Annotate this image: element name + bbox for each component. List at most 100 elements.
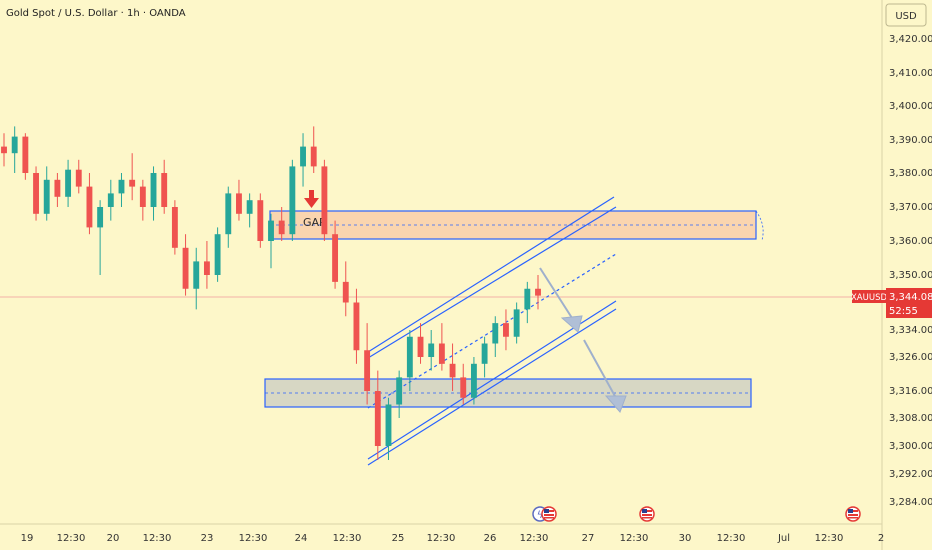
- time-axis-ticks: 19 12:30 20 12:30 23 12:30 24 12:30 25 12:30 26 12:…: [21, 533, 885, 544]
- candle-body: [161, 173, 168, 207]
- candle: [257, 193, 264, 248]
- x-tick-label: 12:30: [57, 533, 86, 544]
- candle: [236, 179, 242, 221]
- candle-body: [428, 343, 435, 357]
- candle: [22, 133, 29, 180]
- y-tick-label: 3,308.000: [889, 413, 932, 424]
- gap-zone[interactable]: [269, 210, 764, 241]
- price-axis[interactable]: [882, 0, 932, 550]
- candle: [161, 159, 168, 214]
- candle: [321, 159, 328, 241]
- y-tick-label: 3,316.000: [889, 386, 932, 397]
- candle: [460, 363, 467, 405]
- x-tick-label: 12:30: [427, 533, 456, 544]
- candle-body: [513, 309, 520, 337]
- currency-button[interactable]: USD: [885, 3, 927, 27]
- candle: [470, 357, 477, 405]
- svg-text:ϟ: ϟ: [537, 510, 544, 521]
- gap-label: GAP: [303, 216, 326, 229]
- symbol-label: XAUUSD: [851, 293, 887, 303]
- y-tick-label: 3,360.000: [889, 236, 932, 247]
- x-tick-label: 12:30: [620, 533, 649, 544]
- candle: [43, 166, 50, 221]
- y-tick-label: 3,380.000: [889, 168, 932, 179]
- candle: [374, 370, 381, 460]
- ascending-channel[interactable]: [367, 196, 617, 466]
- y-tick-label: 3,410.000: [889, 68, 932, 79]
- candle: [438, 323, 445, 371]
- candle-body: [257, 200, 264, 241]
- candle: [492, 316, 499, 357]
- last-price-tag: [886, 288, 932, 318]
- candle: [139, 179, 146, 221]
- x-tick-label: 12:30: [333, 533, 362, 544]
- x-tick-label: 12:30: [143, 533, 172, 544]
- us-flag-event-icon-3: [845, 506, 861, 522]
- candle-body: [129, 179, 136, 187]
- x-tick-label: 24: [295, 533, 308, 544]
- candle-body: [107, 193, 114, 207]
- y-tick-label: 3,284.000: [889, 497, 932, 508]
- candle-body: [268, 220, 274, 241]
- x-tick-label: 20: [107, 533, 120, 544]
- candle: [97, 200, 104, 275]
- candle: [33, 166, 39, 221]
- candle-body: [353, 302, 360, 351]
- x-tick-label: 12:30: [815, 533, 844, 544]
- countdown-label: 52:55: [889, 306, 918, 317]
- us-flag-event-icon-2: [639, 506, 655, 522]
- candle-body: [75, 169, 82, 187]
- x-tick-label: 27: [582, 533, 595, 544]
- x-tick-label: 2: [878, 533, 884, 544]
- event-icons[interactable]: ϟ: [532, 506, 861, 522]
- candle-body: [332, 234, 339, 282]
- candle-body: [139, 186, 146, 207]
- price-tag: XAUUSD 3,344.085 52:55: [851, 288, 932, 318]
- candle: [481, 336, 488, 378]
- candle: [513, 302, 520, 344]
- last-price-label: 3,344.085: [889, 292, 932, 303]
- x-tick-label: 26: [484, 533, 497, 544]
- candle: [449, 343, 456, 391]
- candle: [203, 241, 210, 289]
- candle-body: [33, 173, 39, 214]
- candle-body: [310, 146, 317, 167]
- candle: [1, 133, 7, 167]
- candle-body: [481, 343, 488, 364]
- candle: [118, 173, 125, 207]
- candle: [406, 330, 413, 391]
- candle-body: [492, 323, 499, 344]
- candle: [364, 323, 371, 405]
- channel-upper-line-1: [367, 196, 615, 353]
- candle-body: [396, 377, 403, 405]
- candle: [11, 126, 18, 173]
- symbol-tag: [852, 290, 886, 303]
- gap-down-arrow-icon: [304, 190, 319, 208]
- projection-arrow-head-1: [560, 315, 583, 333]
- candle-body: [417, 336, 424, 357]
- x-tick-label: 30: [679, 533, 692, 544]
- chart-title: Gold Spot / U.S. Dollar · 1h · OANDA: [6, 8, 186, 19]
- candle-body: [449, 363, 456, 378]
- candle-body: [182, 247, 189, 289]
- x-tick-label: 25: [392, 533, 405, 544]
- y-tick-label: 3,300.000: [889, 441, 932, 452]
- support-zone[interactable]: [264, 378, 752, 408]
- candle: [150, 166, 157, 221]
- candle: [535, 275, 541, 310]
- candle: [278, 207, 285, 241]
- candle: [171, 200, 178, 255]
- candle-body: [321, 166, 328, 235]
- x-tick-label: 12:30: [239, 533, 268, 544]
- candle-body: [374, 391, 381, 446]
- candle: [268, 213, 274, 269]
- candle: [107, 179, 114, 221]
- plot-area[interactable]: [0, 0, 882, 550]
- y-tick-label: 3,420.000: [889, 34, 932, 45]
- candle-body: [214, 234, 221, 275]
- candle: [385, 397, 392, 460]
- candle: [129, 153, 136, 201]
- candle: [225, 186, 232, 248]
